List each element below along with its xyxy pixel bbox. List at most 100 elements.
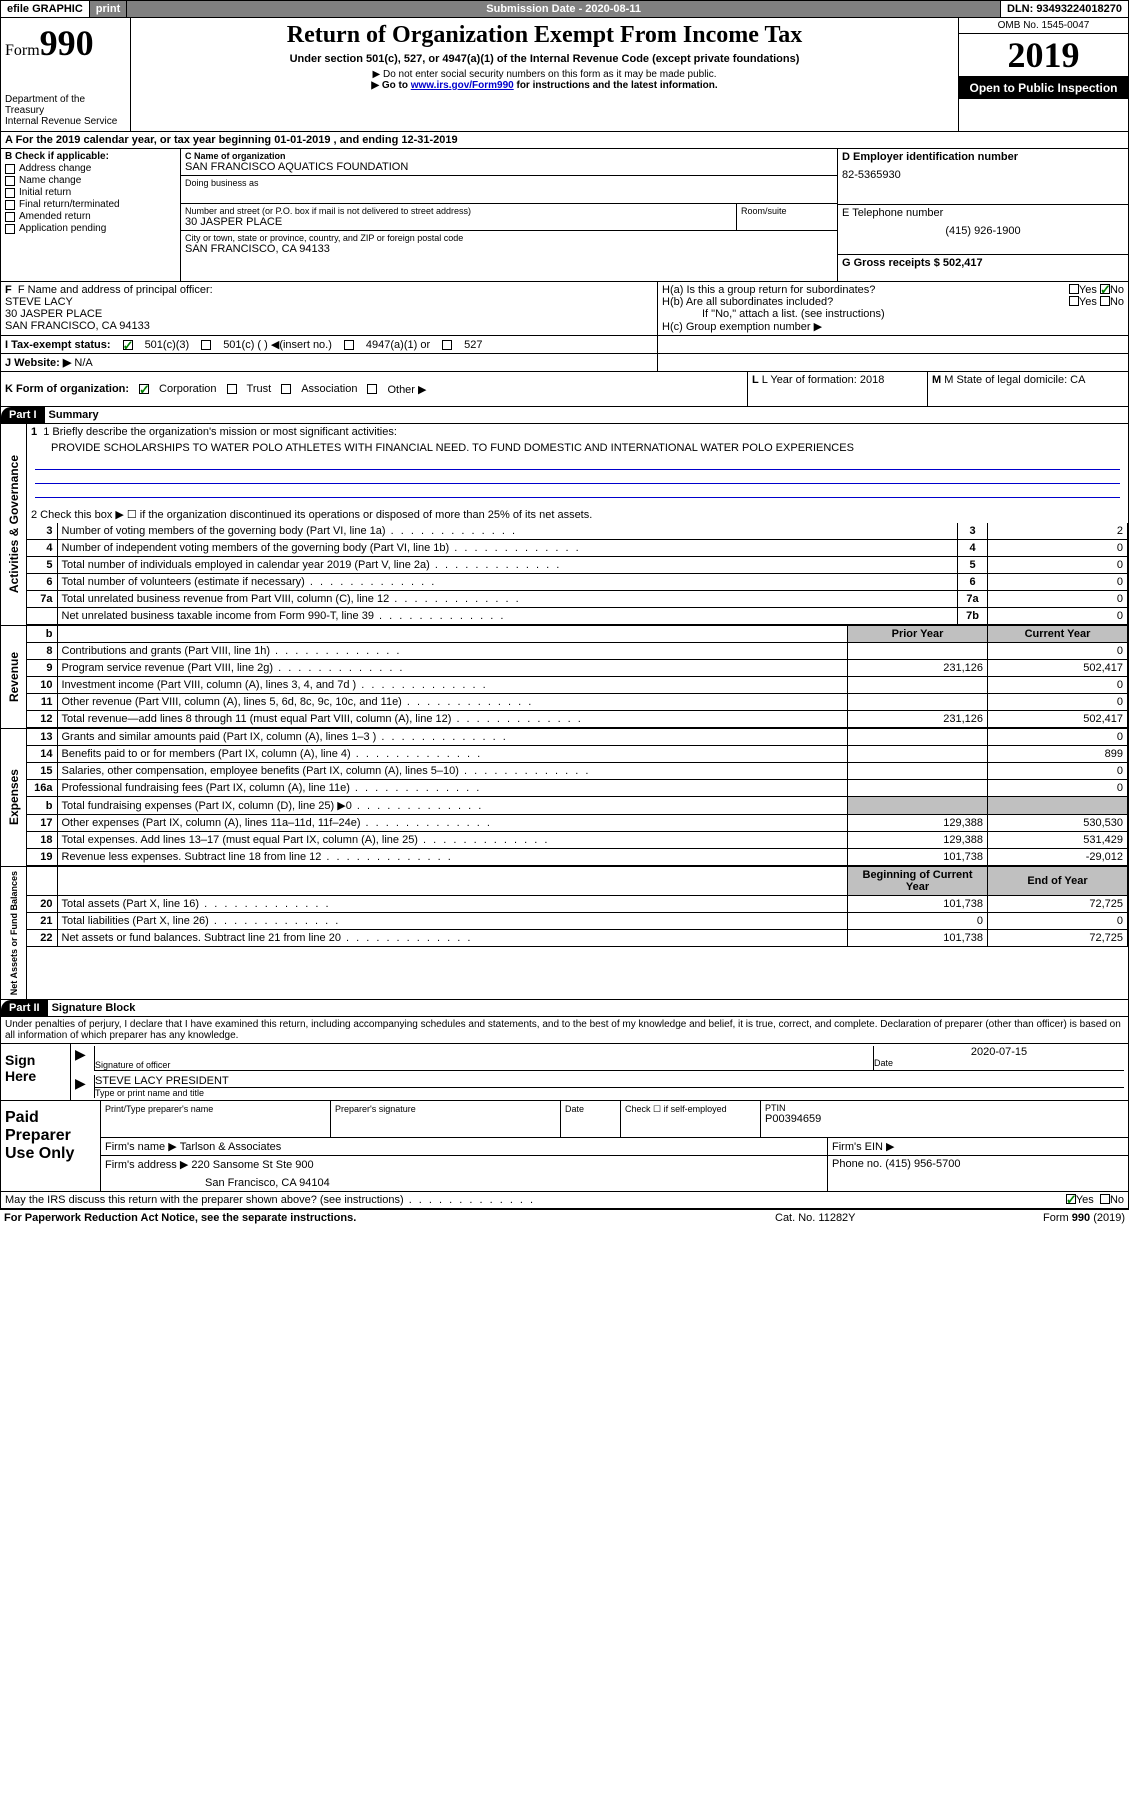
dept-treasury: Department of the Treasury (5, 94, 126, 116)
prep-date-label: Date (565, 1104, 584, 1114)
discuss-no[interactable] (1100, 1194, 1110, 1204)
table-row: 17Other expenses (Part IX, column (A), l… (27, 815, 1128, 832)
firm-name: Tarlson & Associates (180, 1141, 282, 1153)
q1: 1 1 Briefly describe the organization's … (27, 424, 1128, 440)
officer-addr2: SAN FRANCISCO, CA 94133 (5, 320, 653, 332)
hb-yes[interactable] (1069, 296, 1079, 306)
dln: DLN: 93493224018270 (1001, 1, 1128, 17)
cb-initial-return[interactable]: Initial return (5, 187, 176, 198)
table-row: 15Salaries, other compensation, employee… (27, 763, 1128, 780)
org-name-label: C Name of organization (185, 151, 833, 161)
city-label: City or town, state or province, country… (185, 233, 833, 243)
cb-527[interactable] (442, 340, 452, 350)
part2-header: Part II Signature Block (0, 1000, 1129, 1017)
discuss-row: May the IRS discuss this return with the… (0, 1192, 1129, 1209)
prep-sig-label: Preparer's signature (335, 1104, 416, 1114)
table-row: 6Total number of volunteers (estimate if… (27, 574, 1128, 591)
cb-other[interactable] (367, 384, 377, 394)
org-name: SAN FRANCISCO AQUATICS FOUNDATION (185, 161, 833, 173)
cb-501c3[interactable] (123, 340, 133, 350)
sig-name-label: Type or print name and title (95, 1088, 1124, 1098)
tax-status-label: I Tax-exempt status: (5, 339, 111, 351)
cb-trust[interactable] (227, 384, 237, 394)
officer-name: STEVE LACY (5, 296, 653, 308)
table-row: 8Contributions and grants (Part VIII, li… (27, 643, 1128, 660)
section-b-label: B Check if applicable: (5, 151, 176, 162)
hb-row: H(b) Are all subordinates included? Yes … (662, 296, 1124, 308)
cb-assoc[interactable] (281, 384, 291, 394)
form-title: Return of Organization Exempt From Incom… (139, 22, 950, 49)
firm-addr2: San Francisco, CA 94104 (105, 1177, 823, 1189)
form-number: Form990 (5, 22, 126, 64)
gov-section: Activities & Governance 1 1 Briefly desc… (0, 424, 1129, 626)
efile-label: efile GRAPHIC (1, 1, 90, 17)
discuss-yes[interactable] (1066, 1194, 1076, 1204)
section-klm: K Form of organization: Corporation Trus… (0, 372, 1129, 407)
section-deg: D Employer identification number 82-5365… (838, 149, 1128, 281)
hc-row: H(c) Group exemption number ▶ (662, 320, 1124, 333)
table-row: 10Investment income (Part VIII, column (… (27, 677, 1128, 694)
cb-name-change[interactable]: Name change (5, 175, 176, 186)
website-label: J Website: ▶ (5, 357, 71, 369)
declaration: Under penalties of perjury, I declare th… (0, 1017, 1129, 1044)
table-row: 5Total number of individuals employed in… (27, 557, 1128, 574)
table-row: 4Number of independent voting members of… (27, 540, 1128, 557)
submission-date: Submission Date - 2020-08-11 (127, 1, 1001, 17)
room-label: Room/suite (741, 206, 833, 216)
ha-row: H(a) Is this a group return for subordin… (662, 284, 1124, 296)
section-b: B Check if applicable: Address change Na… (1, 149, 181, 281)
preparer-section: Paid Preparer Use Only Print/Type prepar… (0, 1101, 1129, 1192)
sign-here-label: Sign Here (1, 1044, 71, 1100)
section-c: C Name of organization SAN FRANCISCO AQU… (181, 149, 838, 281)
ha-yes[interactable] (1069, 284, 1079, 294)
form-ref: Form 990 (2019) (975, 1212, 1125, 1224)
dba-label: Doing business as (185, 178, 833, 188)
table-row: 20Total assets (Part X, line 16)101,7387… (27, 896, 1128, 913)
net-section: Net Assets or Fund Balances Beginning of… (0, 867, 1129, 1000)
table-row: Net unrelated business taxable income fr… (27, 608, 1128, 625)
sig-name: STEVE LACY PRESIDENT (95, 1075, 1124, 1088)
sig-officer-label: Signature of officer (95, 1060, 873, 1070)
firm-addr-label: Firm's address ▶ (105, 1159, 188, 1171)
website-value: N/A (71, 357, 92, 369)
irs-link[interactable]: www.irs.gov/Form990 (411, 80, 514, 91)
cb-4947[interactable] (344, 340, 354, 350)
firm-name-label: Firm's name ▶ (105, 1141, 177, 1153)
cb-address-change[interactable]: Address change (5, 163, 176, 174)
table-row: 12Total revenue—add lines 8 through 11 (… (27, 711, 1128, 728)
part1-header: Part I Summary (0, 407, 1129, 424)
print-button[interactable]: print (90, 1, 127, 17)
col-end: End of Year (988, 867, 1128, 896)
table-row: 7aTotal unrelated business revenue from … (27, 591, 1128, 608)
q1-answer: PROVIDE SCHOLARSHIPS TO WATER POLO ATHLE… (27, 440, 1128, 456)
table-row: 11Other revenue (Part VIII, column (A), … (27, 694, 1128, 711)
cb-corp[interactable] (139, 384, 149, 394)
rev-table: bPrior YearCurrent Year 8Contributions a… (27, 626, 1128, 728)
table-row: 16aProfessional fundraising fees (Part I… (27, 780, 1128, 797)
cb-pending[interactable]: Application pending (5, 223, 176, 234)
table-row: bTotal fundraising expenses (Part IX, co… (27, 797, 1128, 815)
firm-phone: Phone no. (415) 956-5700 (828, 1156, 1128, 1191)
line-a: A For the 2019 calendar year, or tax yea… (0, 132, 1129, 149)
table-row: 13Grants and similar amounts paid (Part … (27, 729, 1128, 746)
rev-section: Revenue bPrior YearCurrent Year 8Contrib… (0, 626, 1129, 729)
ptin-label: PTIN (765, 1103, 1124, 1113)
cb-501c[interactable] (201, 340, 211, 350)
open-inspection: Open to Public Inspection (959, 77, 1128, 99)
cat-no: Cat. No. 11282Y (775, 1212, 975, 1224)
sig-date: 2020-07-15 (874, 1046, 1124, 1058)
table-row: 22Net assets or fund balances. Subtract … (27, 930, 1128, 947)
cb-amended[interactable]: Amended return (5, 211, 176, 222)
table-row: 9Program service revenue (Part VIII, lin… (27, 660, 1128, 677)
ha-no[interactable] (1100, 284, 1110, 294)
hb-no[interactable] (1100, 296, 1110, 306)
cb-final-return[interactable]: Final return/terminated (5, 199, 176, 210)
org-city: SAN FRANCISCO, CA 94133 (185, 243, 833, 255)
org-address: 30 JASPER PLACE (185, 216, 732, 228)
table-row: 21Total liabilities (Part X, line 26)00 (27, 913, 1128, 930)
ptin-value: P00394659 (765, 1113, 1124, 1125)
side-net: Net Assets or Fund Balances (7, 867, 21, 999)
firm-addr1: 220 Sansome St Ste 900 (191, 1159, 313, 1171)
side-rev: Revenue (5, 648, 23, 706)
col-current: Current Year (988, 626, 1128, 643)
